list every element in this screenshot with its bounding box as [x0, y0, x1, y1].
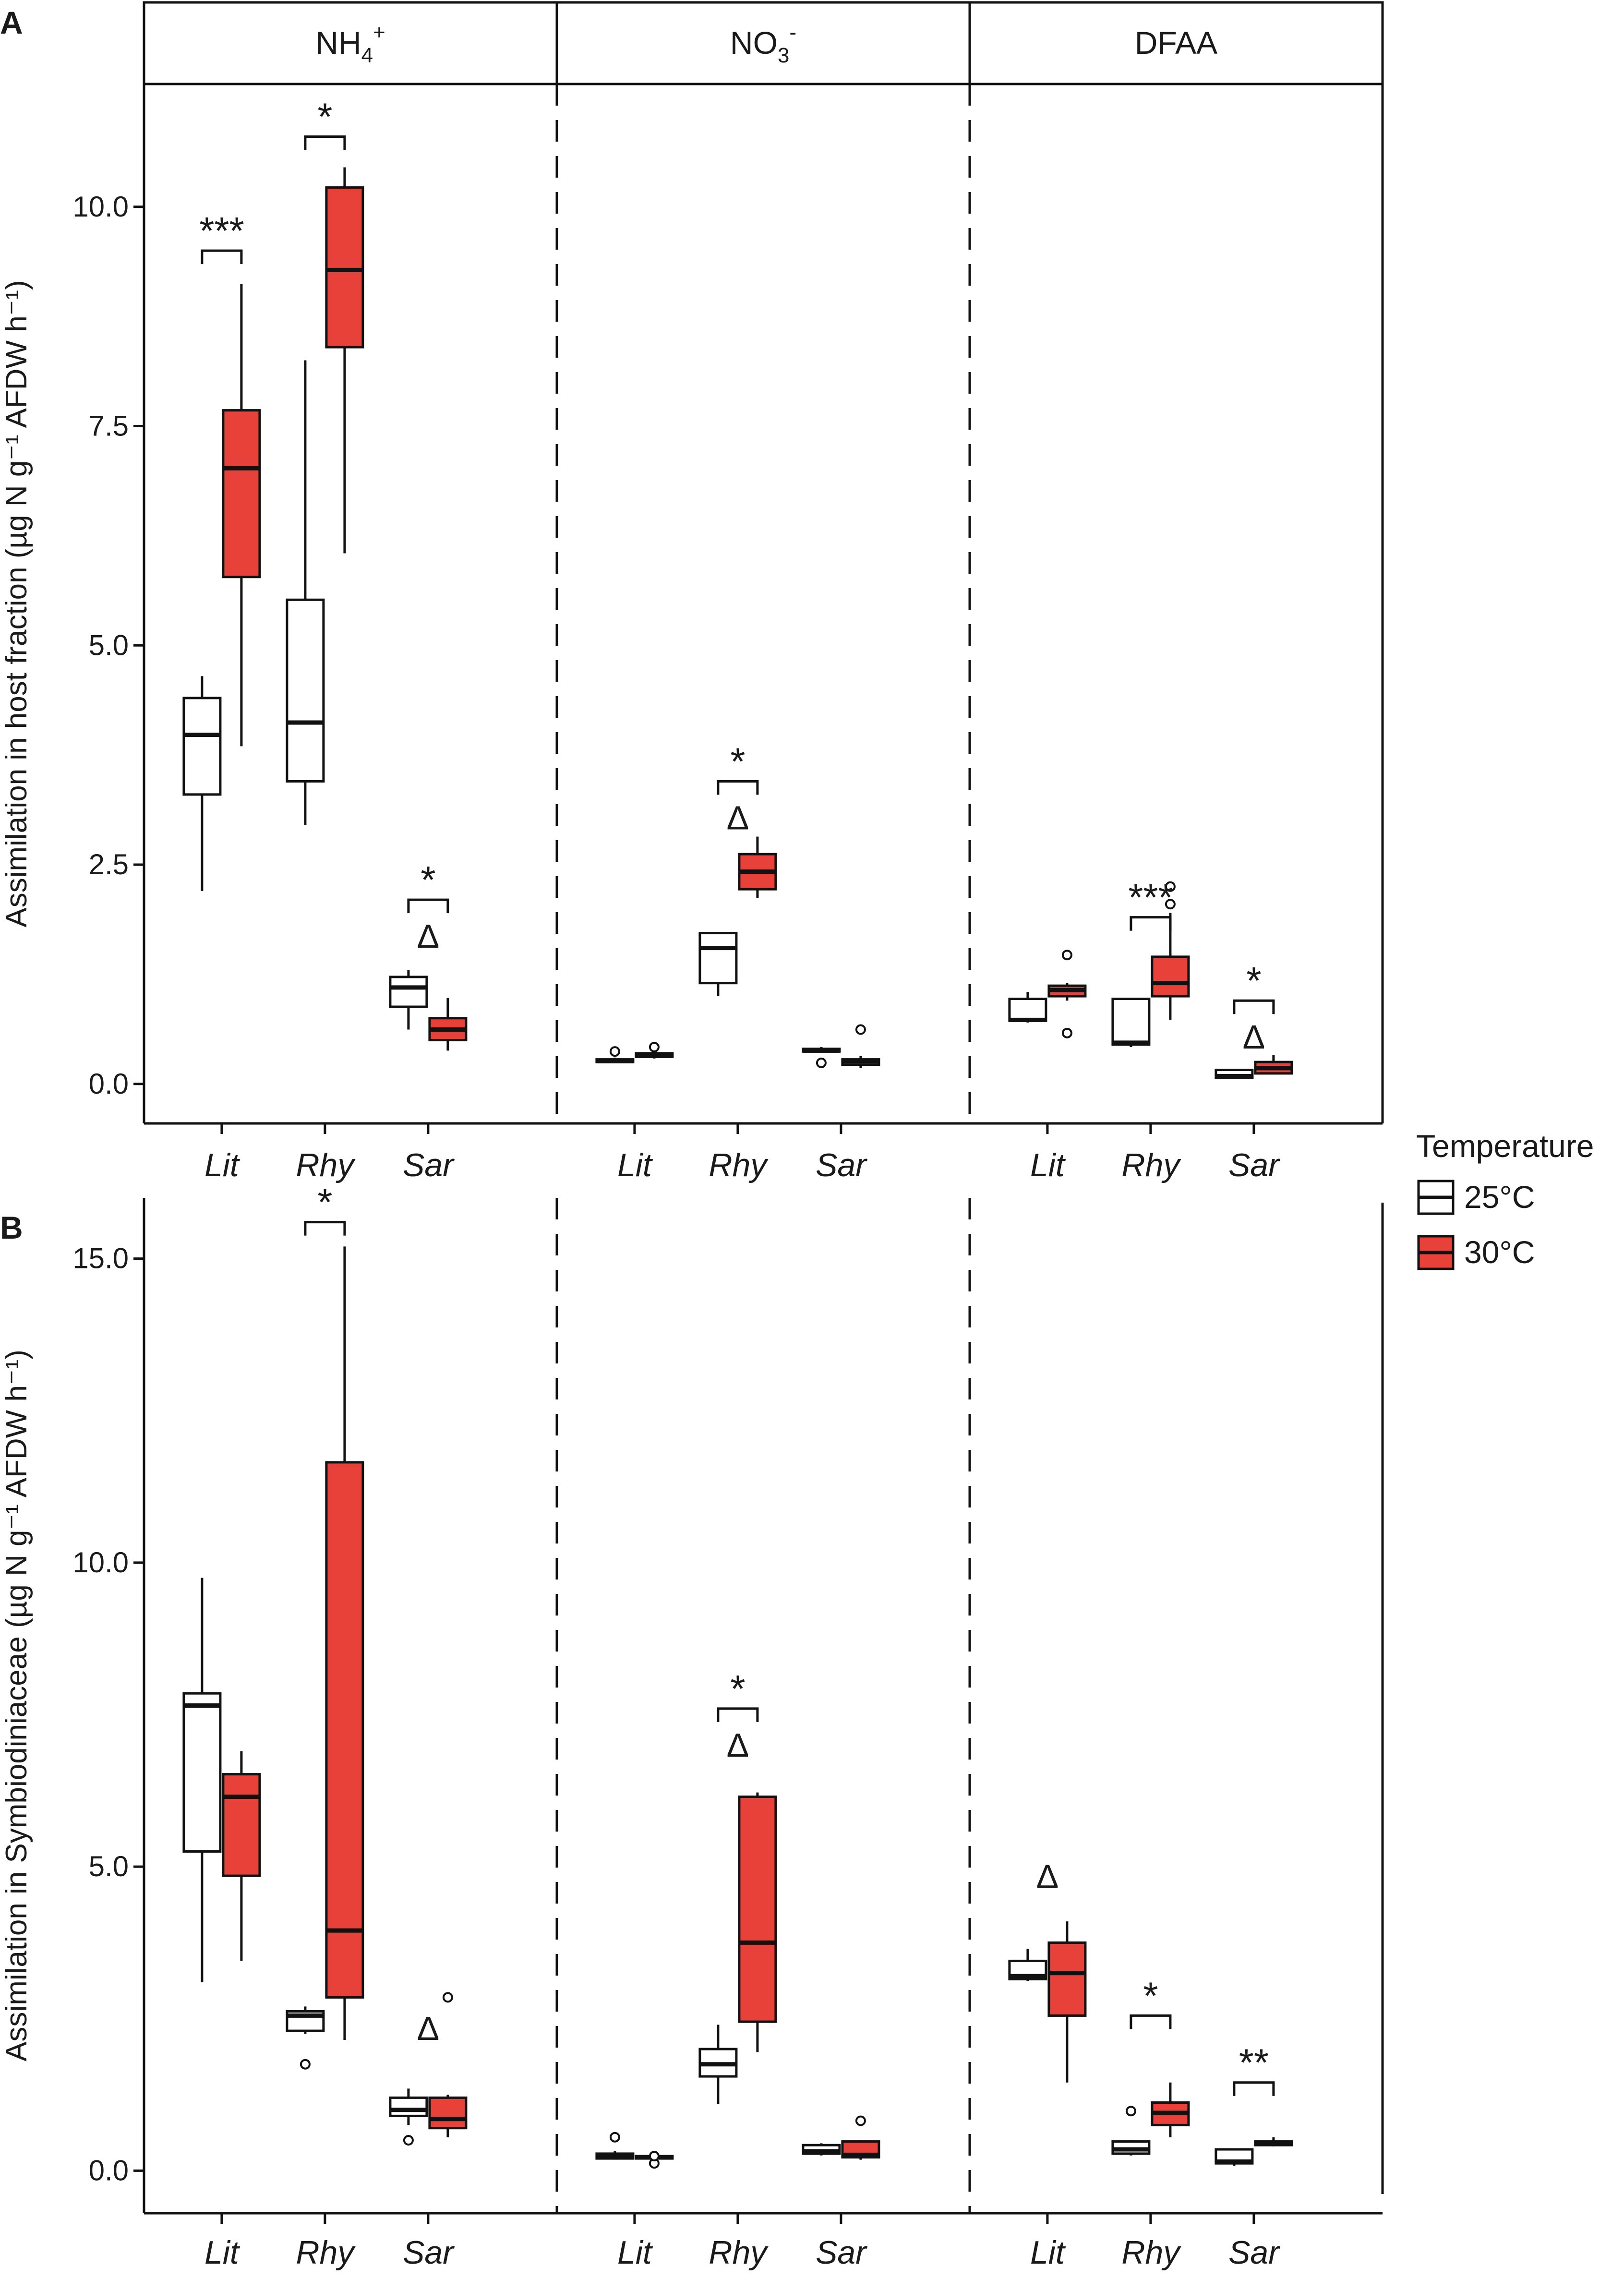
significance-bracket — [717, 780, 759, 795]
y-tick-label: 0.0 — [89, 1068, 129, 1100]
x-tick-label-lit: Lit — [617, 2234, 653, 2271]
x-tick-label-sar: Sar — [403, 1147, 455, 1183]
significance-stars: * — [421, 858, 435, 901]
significance-stars: * — [730, 1667, 745, 1710]
significance-stars: * — [317, 96, 332, 138]
significance-bracket — [1233, 999, 1275, 1014]
significance-bracket — [201, 249, 243, 265]
legend-label-25c: 25°C — [1464, 1179, 1535, 1215]
y-tick-label: 10.0 — [72, 191, 129, 223]
box-sar-25c — [389, 2096, 428, 2117]
box-sar-30c — [428, 2096, 468, 2130]
box-lit-30c-outlier — [1061, 1027, 1072, 1038]
y-axis-label: Assimilation in host fraction (µg N g⁻¹ … — [0, 280, 33, 927]
box-lit-30c — [222, 1773, 261, 1877]
box-rhy-25c-outlier — [1125, 2106, 1136, 2117]
box-sar-30c-outlier — [855, 2115, 866, 2126]
x-tick-label-rhy: Rhy — [296, 1147, 356, 1183]
significance-stars: * — [1246, 959, 1261, 1002]
box-sar-30c-outlier — [442, 1992, 453, 2003]
box-lit-30c-outlier — [1061, 950, 1072, 961]
delta-marker: Δ — [417, 917, 440, 955]
significance-bracket — [407, 898, 449, 914]
x-tick-label-sar: Sar — [816, 2234, 867, 2271]
significance-bracket — [304, 1221, 346, 1236]
box-rhy-25c — [698, 932, 738, 985]
box-rhy-30c — [1151, 955, 1190, 998]
box-lit-25c-outlier — [609, 1046, 620, 1057]
box-rhy-30c-outlier — [1165, 881, 1176, 892]
box-lit-30c-outlier — [649, 2150, 660, 2161]
y-axis-label: Assimilation in Symbiodiniaceae (µg N g⁻… — [0, 1350, 33, 2062]
box-lit-25c — [1008, 998, 1047, 1022]
box-lit-30c — [222, 409, 261, 579]
x-tick-label-rhy: Rhy — [709, 2234, 769, 2271]
significance-stars: *** — [1128, 876, 1173, 919]
x-tick-label-lit: Lit — [617, 1147, 653, 1183]
y-tick-label: 0.0 — [89, 2154, 129, 2186]
x-tick-label-rhy: Rhy — [296, 2234, 356, 2271]
x-tick-label-sar: Sar — [403, 2234, 455, 2271]
delta-marker: Δ — [417, 2010, 440, 2047]
y-tick-label: 7.5 — [89, 410, 129, 442]
x-tick-label-rhy: Rhy — [1121, 1147, 1181, 1183]
facet-strip — [143, 1, 1384, 85]
box-rhy-25c — [1111, 998, 1151, 1046]
delta-marker: Δ — [1243, 1018, 1265, 1056]
box-rhy-30c — [325, 1461, 364, 1999]
x-tick-label-lit: Lit — [205, 1147, 241, 1183]
significance-bracket — [1233, 2081, 1275, 2096]
delta-marker: Δ — [1036, 1857, 1059, 1895]
box-rhy-30c — [738, 1795, 777, 2023]
panel-label-B: B — [0, 1210, 23, 1245]
y-tick-label: 5.0 — [89, 629, 129, 661]
y-tick-label: 15.0 — [72, 1242, 129, 1275]
facet-label-dfaa: DFAA — [1135, 25, 1217, 60]
x-tick-label-rhy: Rhy — [1121, 2234, 1181, 2271]
box-rhy-30c-outlier — [1165, 899, 1176, 910]
significance-stars: * — [730, 740, 745, 783]
legend-label-30c: 30°C — [1464, 1234, 1535, 1270]
significance-bracket — [304, 135, 346, 150]
y-tick-label: 2.5 — [89, 848, 129, 880]
significance-stars: *** — [199, 209, 244, 252]
panel-label-A: A — [0, 5, 23, 40]
legend-title: Temperature — [1416, 1128, 1594, 1164]
x-tick-label-lit: Lit — [205, 2234, 241, 2271]
x-tick-label-rhy: Rhy — [709, 1147, 769, 1183]
delta-marker: Δ — [727, 1726, 749, 1764]
box-rhy-25c — [286, 598, 325, 783]
box-sar-30c-outlier — [855, 1024, 866, 1035]
x-tick-label-sar: Sar — [1228, 2234, 1280, 2271]
box-sar-25c — [389, 976, 428, 1008]
box-lit-25c-outlier — [609, 2132, 620, 2143]
significance-bracket — [1130, 916, 1172, 931]
x-tick-label-lit: Lit — [1030, 1147, 1066, 1183]
significance-stars: ** — [1239, 2041, 1269, 2084]
box-rhy-30c — [325, 186, 364, 349]
y-tick-label: 10.0 — [72, 1546, 129, 1579]
y-tick-label: 5.0 — [89, 1850, 129, 1882]
box-lit-30c-outlier — [649, 1042, 660, 1053]
box-lit-30c — [1047, 1941, 1087, 2017]
box-rhy-25c-outlier — [300, 2059, 311, 2070]
x-tick-label-sar: Sar — [816, 1147, 867, 1183]
significance-bracket — [717, 1707, 759, 1722]
box-sar-25c-outlier — [816, 1057, 827, 1068]
significance-stars: * — [317, 1181, 332, 1224]
box-lit-25c — [182, 697, 222, 796]
box-sar-25c-outlier — [403, 2135, 414, 2146]
facet-label-no: NO3- — [730, 21, 796, 67]
significance-stars: * — [1143, 1974, 1158, 2017]
significance-bracket — [1130, 2014, 1172, 2029]
facet-label-nh: NH4+ — [315, 21, 385, 67]
delta-marker: Δ — [727, 799, 749, 836]
x-tick-label-sar: Sar — [1228, 1147, 1280, 1183]
box-lit-25c — [182, 1692, 222, 1853]
x-tick-label-lit: Lit — [1030, 2234, 1066, 2271]
